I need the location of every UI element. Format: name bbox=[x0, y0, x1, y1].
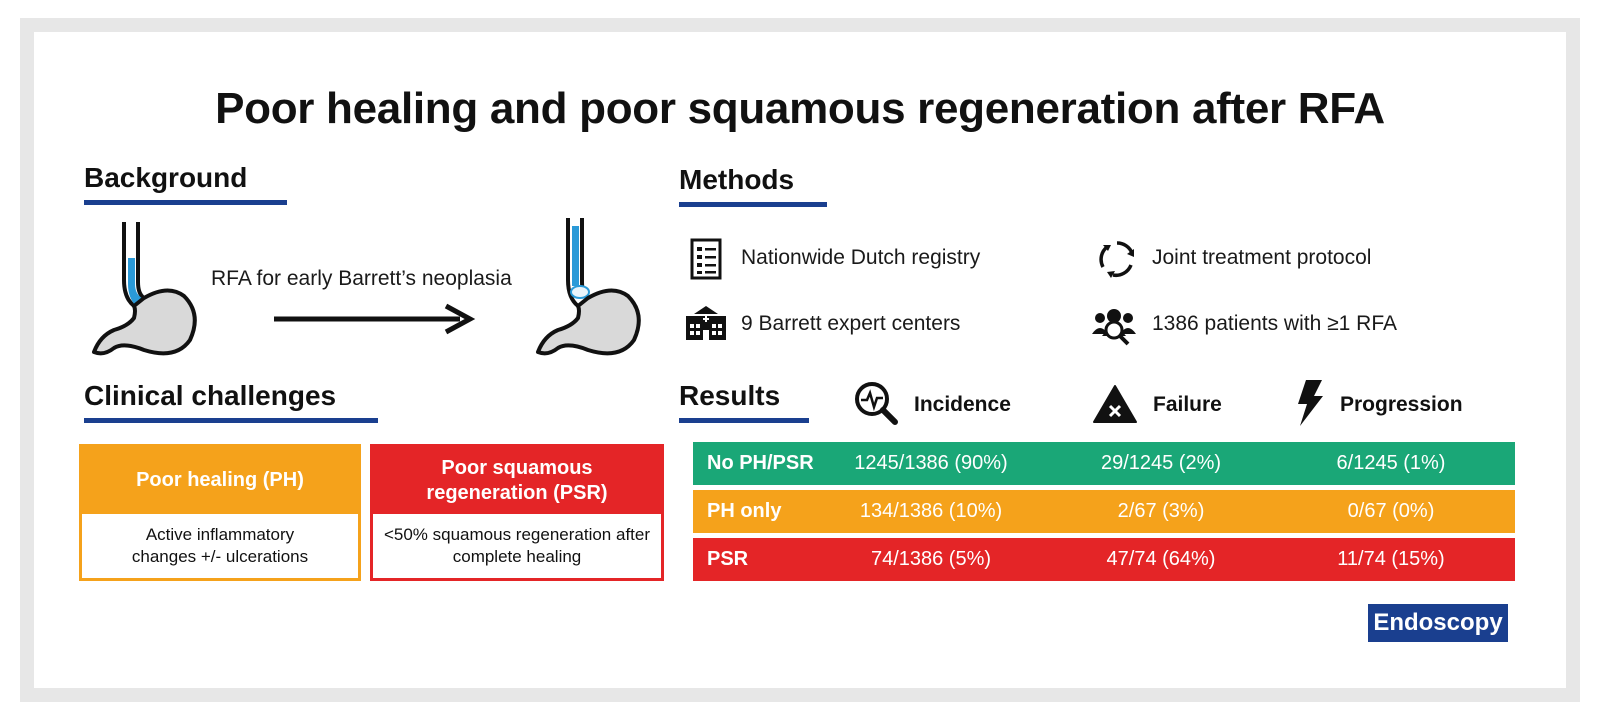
cycle-arrows-icon bbox=[1099, 241, 1134, 278]
row-label: PH only bbox=[707, 500, 782, 522]
background-underline bbox=[84, 200, 287, 205]
methods-item-patients: 1386 patients with ≥1 RFA bbox=[1152, 312, 1397, 335]
row-label: No PH/PSR bbox=[707, 452, 814, 474]
cell-incidence: 1245/1386 (90%) bbox=[854, 452, 1008, 474]
checklist-icon bbox=[690, 238, 722, 280]
result-row-no-ph-psr: No PH/PSR 1245/1386 (90%) 29/1245 (2%) 6… bbox=[693, 442, 1515, 485]
methods-item-protocol: Joint treatment protocol bbox=[1152, 246, 1372, 269]
lightning-icon bbox=[1298, 380, 1323, 426]
stomach-after-rfa-icon bbox=[536, 218, 641, 356]
cell-progression: 0/67 (0%) bbox=[1347, 500, 1435, 522]
methods-underline bbox=[679, 202, 827, 207]
methods-item-centers: 9 Barrett expert centers bbox=[741, 312, 961, 335]
right-arrow-icon bbox=[274, 303, 476, 335]
magnifier-pulse-icon bbox=[855, 382, 898, 425]
cell-incidence: 74/1386 (5%) bbox=[870, 548, 992, 570]
cell-failure: 47/74 (64%) bbox=[1106, 548, 1216, 570]
stomach-before-icon bbox=[92, 222, 197, 356]
rfa-arrow-label: RFA for early Barrett’s neoplasia bbox=[211, 267, 512, 290]
poor-regeneration-title: Poor squamous regeneration (PSR) bbox=[373, 447, 661, 514]
methods-item-registry: Nationwide Dutch registry bbox=[741, 246, 981, 269]
results-underline bbox=[679, 418, 809, 423]
poor-regeneration-description: <50% squamous regeneration after complet… bbox=[373, 514, 661, 578]
clinical-heading: Clinical challenges bbox=[84, 380, 337, 411]
cell-failure: 29/1245 (2%) bbox=[1100, 452, 1222, 474]
poor-healing-box: Poor healing (PH) Active inflammatory ch… bbox=[79, 444, 361, 581]
poor-regeneration-box: Poor squamous regeneration (PSR) <50% sq… bbox=[370, 444, 664, 581]
column-header-progression: Progression bbox=[1340, 393, 1463, 416]
warning-x-icon bbox=[1093, 385, 1137, 423]
methods-heading: Methods bbox=[679, 164, 795, 195]
result-row-ph-only: PH only 134/1386 (10%) 2/67 (3%) 0/67 (0… bbox=[693, 490, 1515, 533]
cell-progression: 6/1245 (1%) bbox=[1336, 452, 1446, 474]
hospital-icon bbox=[686, 306, 726, 340]
background-heading: Background bbox=[84, 162, 248, 193]
row-label: PSR bbox=[707, 548, 749, 570]
column-header-failure: Failure bbox=[1153, 393, 1222, 416]
poor-healing-title: Poor healing (PH) bbox=[82, 447, 358, 514]
page-title: Poor healing and poor squamous regenerat… bbox=[215, 84, 1385, 133]
cell-progression: 11/74 (15%) bbox=[1337, 548, 1445, 570]
poor-healing-description: Active inflammatory changes +/- ulcerati… bbox=[82, 514, 358, 578]
result-row-psr: PSR 74/1386 (5%) 47/74 (64%) 11/74 (15%) bbox=[693, 538, 1515, 581]
results-heading: Results bbox=[679, 380, 781, 411]
patients-group-icon bbox=[1092, 309, 1136, 346]
journal-logo: Endoscopy bbox=[1368, 604, 1508, 642]
column-header-incidence: Incidence bbox=[914, 393, 1011, 416]
clinical-underline bbox=[84, 418, 378, 423]
cell-failure: 2/67 (3%) bbox=[1117, 500, 1205, 522]
cell-incidence: 134/1386 (10%) bbox=[859, 500, 1003, 522]
